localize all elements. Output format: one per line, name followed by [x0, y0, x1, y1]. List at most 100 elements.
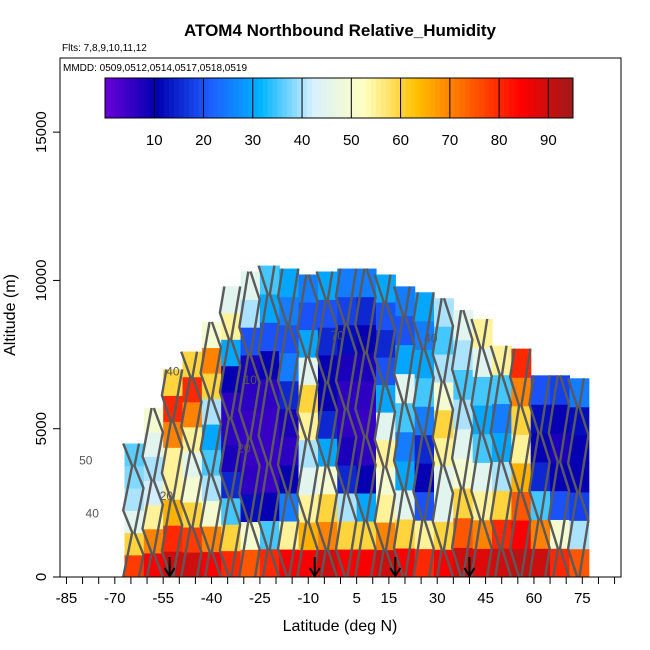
x-tick-label: 5 [352, 590, 360, 607]
colorbar-swatch [405, 78, 411, 118]
colorbar-swatch [494, 78, 500, 118]
contour-line [307, 274, 319, 577]
contour-line [450, 309, 463, 577]
colorbar-swatch [218, 78, 224, 118]
colorbar-swatch [139, 78, 145, 118]
flights-subtitle: Flts: 7,8,9,10,11,12 [62, 43, 147, 54]
x-tick-label: 15 [381, 590, 398, 607]
contour-line [229, 286, 242, 577]
contour-line [334, 268, 347, 577]
contour-line [578, 378, 590, 577]
contour-line [326, 271, 339, 577]
y-axis-label: Altitude (m) [2, 274, 19, 356]
colorbar-swatch [563, 78, 569, 118]
x-tick-label: 30 [429, 590, 446, 607]
colorbar-swatch [311, 78, 318, 118]
colorbar-swatch [198, 78, 205, 118]
colorbar-swatch [538, 78, 544, 118]
colorbar-swatch [188, 78, 195, 118]
colorbar-swatch [435, 78, 441, 118]
contour-line [133, 443, 145, 577]
colorbar-swatch [213, 78, 219, 118]
colorbar-swatch [203, 78, 209, 118]
contour-line [365, 268, 377, 577]
y-axis: 0 5000 10000 15000 [33, 111, 60, 581]
colorbar-swatch [400, 78, 407, 118]
colorbar-swatch [346, 78, 352, 118]
contour-label: 20 [160, 489, 174, 503]
colorbar-tick-label: 20 [195, 132, 212, 149]
colorbar-swatch [439, 78, 446, 118]
colorbar-swatch [489, 78, 495, 118]
colorbar-swatch [518, 78, 525, 118]
contour-line [547, 375, 560, 577]
colorbar-swatch [449, 78, 456, 118]
colorbar-tick-label: 60 [392, 132, 409, 149]
colorbar-swatch [464, 78, 471, 118]
colorbar-swatch [282, 78, 288, 118]
profile-marker-arrowhead [308, 567, 321, 578]
contour-line [566, 377, 579, 577]
contour-line [558, 374, 571, 577]
contour-line [257, 265, 269, 577]
colorbar-swatch [380, 78, 387, 118]
colorbar-swatch [159, 78, 165, 118]
colorbar-swatch [558, 78, 564, 118]
contour-line [423, 292, 435, 577]
colorbar-swatch [469, 78, 475, 118]
colorbar-tick-label: 10 [146, 132, 163, 149]
contour-line [296, 274, 308, 577]
colorbar-swatch [129, 78, 136, 118]
contour-line [528, 375, 540, 577]
colorbar-swatch [410, 78, 416, 118]
x-tick-label: 45 [477, 590, 494, 607]
colorbar-swatch [193, 78, 200, 118]
colorbar-swatch [316, 78, 323, 118]
colorbar-swatch [420, 78, 426, 118]
colorbar-swatch [361, 78, 367, 118]
y-tick-label: 5000 [33, 412, 50, 445]
contour-line [520, 348, 532, 577]
colorbar-swatch [109, 78, 116, 118]
colorbar-tick-label: 40 [294, 132, 311, 149]
contour-line [462, 309, 474, 577]
colorbar-swatch [238, 78, 244, 118]
colorbar-swatch [183, 78, 190, 118]
contour-label: 50 [79, 453, 93, 467]
x-axis-label: Latitude (deg N) [283, 618, 398, 635]
x-tick-label: -70 [104, 590, 126, 607]
colorbar-tick-label: 50 [343, 132, 360, 149]
colorbar-swatch [321, 78, 328, 118]
colorbar-swatch [178, 78, 185, 118]
contour-label: 40 [166, 364, 180, 378]
colorbar-swatch [513, 78, 520, 118]
colorbar-swatch [395, 78, 402, 118]
colorbar-swatch [262, 78, 269, 118]
contour-lines: 40 50 20 70 10 40 20 40 [79, 265, 590, 577]
colorbar-swatch [119, 78, 126, 118]
colorbar-swatch [533, 78, 540, 118]
colorbar-swatch [287, 78, 293, 118]
contour-line [481, 318, 493, 577]
contour-line [470, 318, 482, 577]
contour-line [199, 321, 211, 577]
dates-subtitle: MMDD: 0509,0512,0514,0517,0518,0519 [63, 63, 247, 74]
colorbar-tick-label: 90 [540, 132, 557, 149]
colorbar-swatch [385, 78, 392, 118]
colorbar-swatch [149, 78, 155, 118]
y-tick-label: 10000 [33, 260, 50, 302]
colorbar-swatch [154, 78, 160, 118]
colorbar-swatch [169, 78, 175, 118]
contour-label: 40 [86, 507, 100, 521]
colorbar-swatch [173, 78, 180, 118]
contour-line [500, 345, 513, 577]
colorbar-swatch [528, 78, 535, 118]
colorbar-swatch [331, 78, 338, 118]
contour-line [152, 407, 165, 577]
contour-line [384, 274, 397, 577]
colorbar-tick-label: 70 [441, 132, 458, 149]
profile-marker-arrowhead [389, 567, 402, 578]
colorbar-swatch [272, 78, 278, 118]
contour-line [346, 268, 358, 577]
